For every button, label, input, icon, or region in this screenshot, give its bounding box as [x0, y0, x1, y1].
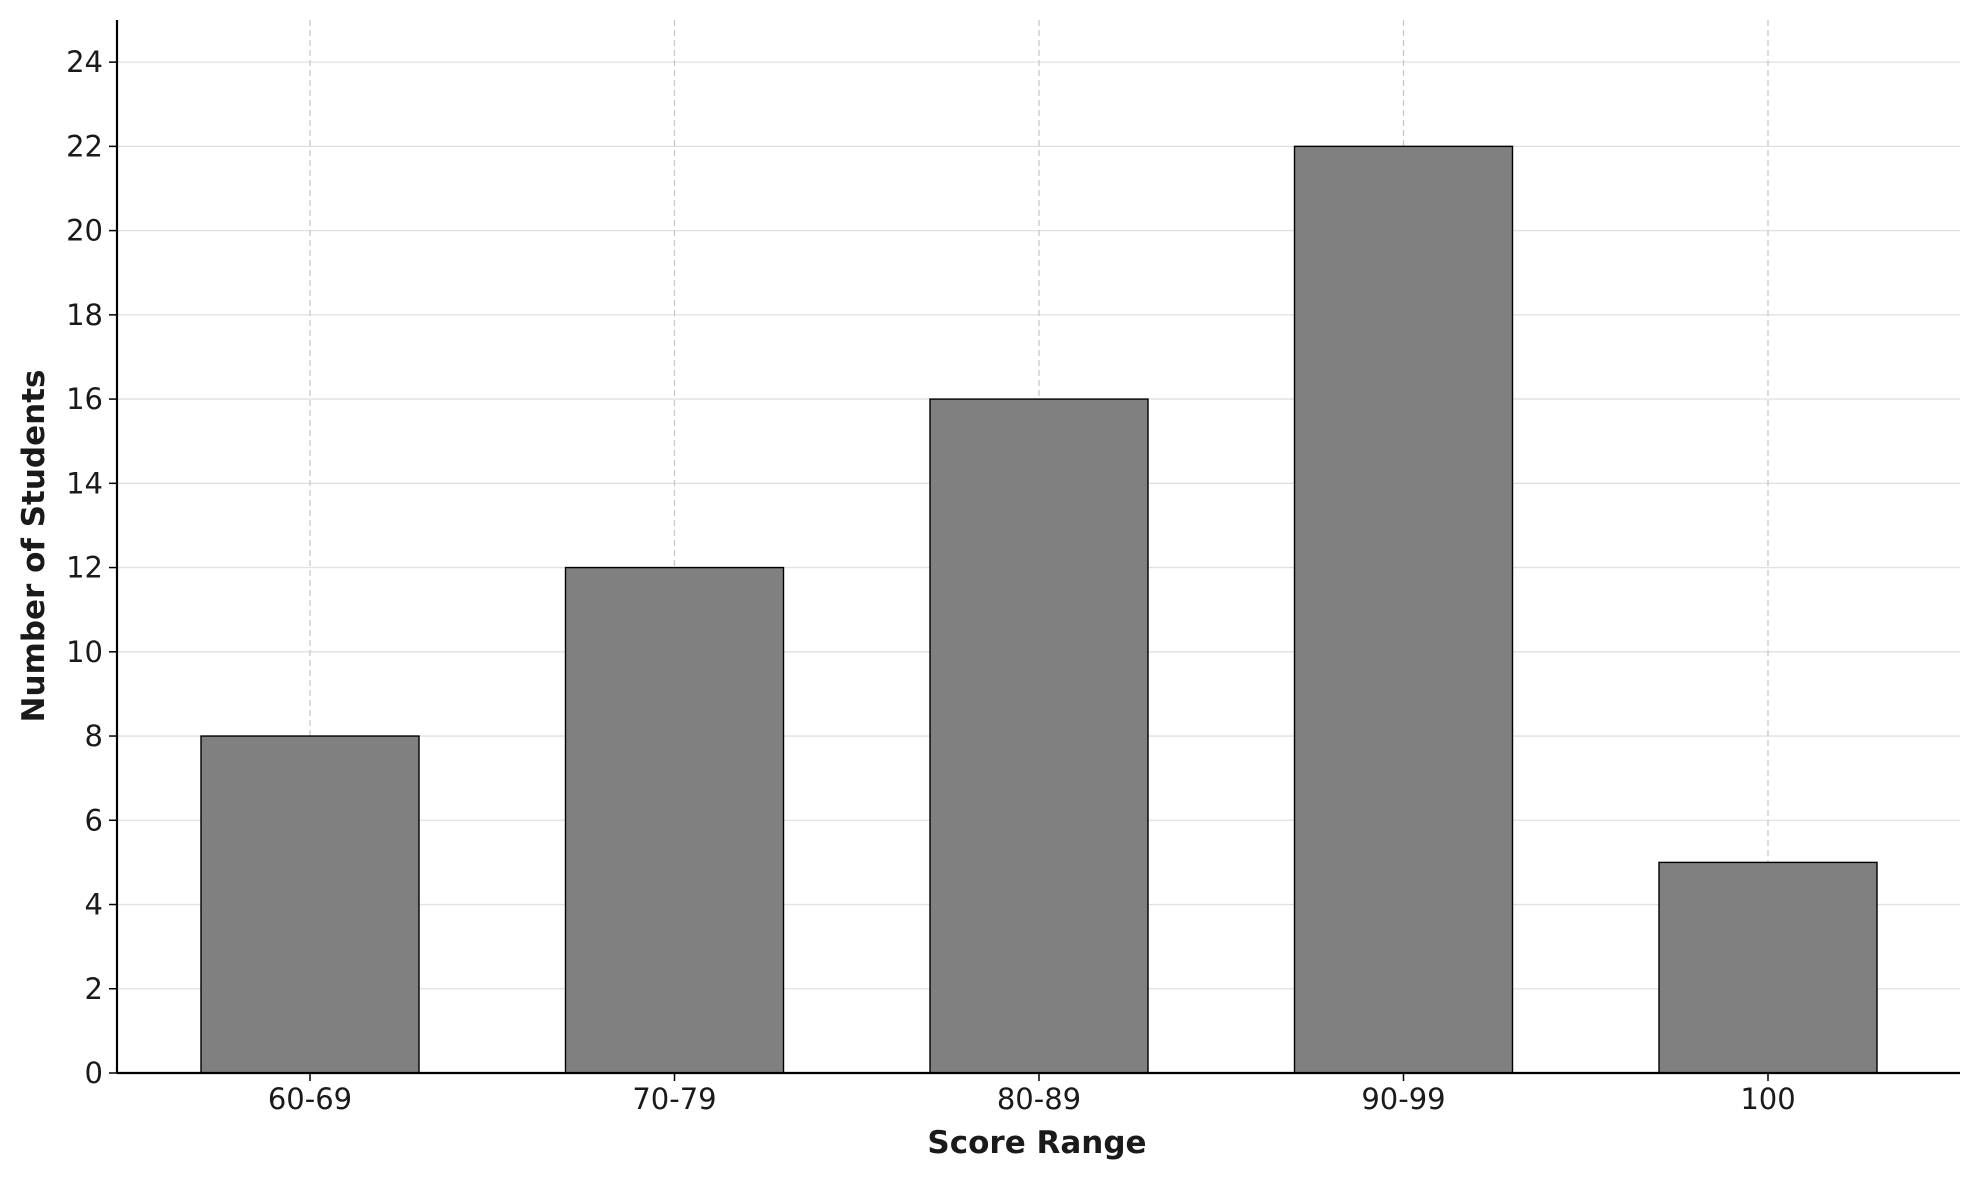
x-tick-label: 80-89: [997, 1082, 1081, 1116]
bar-100: [1658, 861, 1878, 1074]
y-tick-label: 14: [66, 466, 103, 500]
y-tick-label: 4: [85, 888, 103, 922]
y-tick-label: 16: [66, 382, 103, 416]
x-tick-label: 90-99: [1361, 1082, 1445, 1116]
bars-layer: [200, 145, 1878, 1074]
y-axis-title: Number of Students: [16, 370, 52, 723]
y-tick-label: 22: [66, 129, 103, 163]
y-tick-label: 10: [66, 635, 103, 669]
y-tick-label: 2: [85, 972, 103, 1006]
bar-80-89: [929, 398, 1149, 1074]
x-tick-label: 70-79: [632, 1082, 716, 1116]
x-tick-label: 60-69: [268, 1082, 352, 1116]
y-tick-label: 0: [85, 1056, 103, 1090]
y-tick-label: 24: [66, 45, 103, 79]
bar-90-99: [1293, 145, 1514, 1074]
y-tick-label: 8: [85, 719, 103, 753]
bar-70-79: [564, 566, 785, 1074]
bar-60-69: [200, 735, 420, 1074]
y-tick-label: 20: [66, 214, 103, 248]
y-tick-label: 12: [66, 551, 103, 585]
y-tick-label: 18: [66, 298, 103, 332]
x-tick-label: 100: [1740, 1082, 1795, 1116]
y-tick-label: 6: [85, 803, 103, 837]
x-axis-title: Score Range: [927, 1125, 1146, 1161]
